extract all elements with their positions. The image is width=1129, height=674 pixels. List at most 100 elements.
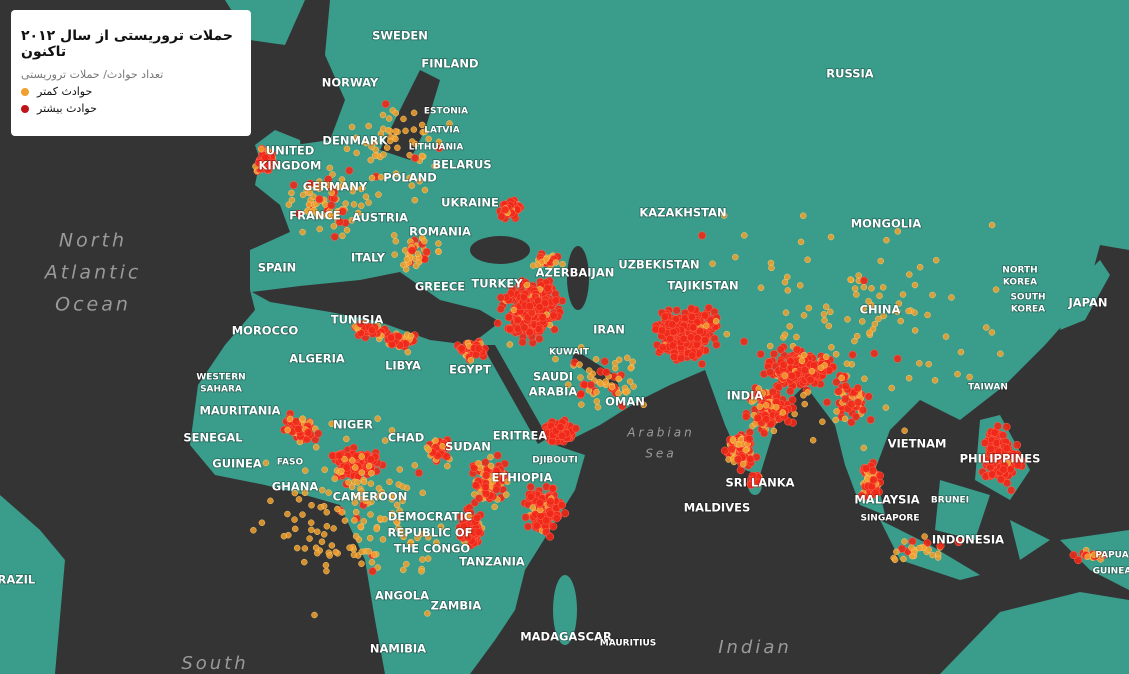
incident-dot (417, 530, 425, 538)
incident-dot (496, 293, 505, 302)
incident-dot (307, 519, 315, 526)
madagascar (553, 575, 577, 645)
incident-dot (513, 315, 522, 324)
country-label: VIETNAM (888, 437, 947, 451)
incident-dot (366, 534, 374, 542)
incident-dot (280, 532, 288, 540)
incident-dot (353, 493, 360, 500)
country-label: NORWAY (322, 76, 379, 90)
country-label: DEMOCRATIC (388, 510, 473, 524)
incident-dot (742, 412, 751, 421)
incident-dot (475, 494, 484, 503)
incident-dot (688, 351, 697, 360)
incident-dot (1069, 550, 1078, 560)
country-label: LIBYA (385, 359, 421, 373)
incident-dot (345, 166, 354, 175)
incident-dot (388, 427, 396, 434)
incident-dot (332, 548, 339, 556)
sea-label: Atlantic (43, 262, 142, 284)
incident-dot (325, 489, 332, 496)
incident-dot (822, 353, 830, 361)
incident-dot (510, 306, 518, 314)
incident-dot (384, 127, 392, 134)
incident-dot (376, 492, 383, 500)
country-label: CAMEROON (333, 490, 408, 504)
incident-dot (781, 278, 789, 286)
incident-dot (392, 237, 400, 245)
incident-dot (342, 463, 351, 472)
incident-dot (602, 368, 611, 377)
incident-dot (408, 246, 417, 255)
incident-dot (519, 293, 528, 302)
incident-dot (880, 312, 887, 320)
legend: حملات تروریستی از سال ۲۰۱۲ تاکنون تعداد … (11, 10, 251, 136)
incident-dot (400, 566, 407, 574)
country-label: KUWAIT (549, 348, 590, 358)
incident-dot (381, 437, 389, 444)
sea-label: Indian (718, 637, 792, 658)
incident-dot (291, 516, 298, 523)
country-label: ROMANIA (409, 225, 471, 239)
incident-dot (345, 479, 352, 486)
incident-dot (343, 226, 351, 234)
incident-dot (906, 271, 913, 278)
incident-dot (821, 317, 828, 324)
incident-dot (328, 420, 335, 427)
incident-dot (756, 403, 764, 410)
country-label: MALDIVES (684, 501, 751, 515)
incident-dot (493, 451, 502, 460)
country-label: ESTONIA (424, 107, 468, 117)
incident-dot (354, 479, 361, 486)
incident-dot (841, 382, 850, 391)
incident-dot (371, 152, 379, 159)
incident-dot (301, 545, 309, 552)
incident-dot (921, 533, 928, 540)
incident-dot (335, 451, 344, 460)
incident-dot (882, 404, 890, 411)
incident-dot (992, 286, 1000, 293)
country-label: EGYPT (449, 363, 491, 377)
incident-dot (310, 207, 318, 214)
incident-dot (668, 341, 677, 350)
incident-dot (542, 516, 551, 525)
incident-dot (393, 501, 401, 509)
mediterranean (252, 272, 500, 345)
incident-dot (535, 498, 544, 507)
incident-dot (411, 462, 419, 469)
incident-dot (306, 535, 313, 542)
incident-dot (343, 435, 350, 443)
incident-dot (412, 262, 420, 270)
incident-dot (504, 313, 513, 322)
incident-dot (796, 282, 804, 289)
incident-dot (411, 154, 420, 163)
incident-dot (374, 564, 381, 571)
incident-dot (786, 387, 795, 396)
incident-dot (817, 364, 825, 372)
incident-dot (615, 375, 622, 383)
incident-dot (299, 228, 306, 236)
incident-dot (346, 544, 353, 551)
incident-dot (901, 427, 908, 434)
incident-dot (331, 475, 339, 482)
incident-dot (766, 342, 774, 350)
incident-dot (322, 562, 330, 569)
country-label: INDIA (727, 389, 764, 403)
incident-dot (425, 533, 432, 541)
incident-dot (585, 367, 593, 374)
incident-dot (318, 486, 326, 494)
incident-dot (312, 443, 320, 451)
incident-dot (929, 291, 936, 299)
incident-dot (931, 377, 939, 384)
incident-dot (768, 264, 775, 272)
incident-dot (769, 349, 779, 359)
country-label: REPUBLIC OF (388, 526, 473, 540)
incident-dot (734, 455, 743, 464)
country-label: PHILIPPINES (960, 452, 1041, 466)
incident-dot (379, 536, 387, 543)
incident-dot (670, 352, 679, 361)
incident-dot (593, 388, 600, 396)
incident-dot (407, 332, 415, 340)
incident-dot (314, 212, 322, 219)
sea-label: Sea (645, 447, 676, 461)
incident-dot (993, 422, 1002, 431)
